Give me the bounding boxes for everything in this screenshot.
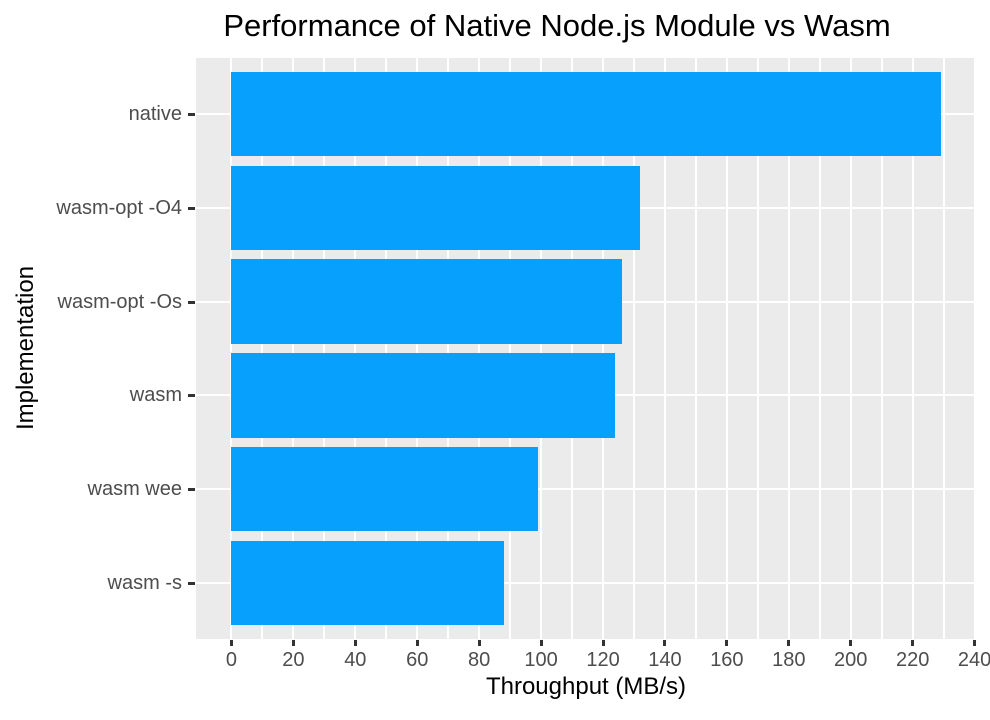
x-minor-gridline bbox=[323, 58, 326, 639]
x-minor-gridline bbox=[571, 58, 574, 639]
y-tick-label: native bbox=[128, 103, 182, 126]
x-minor-gridline bbox=[694, 58, 697, 639]
plot-panel bbox=[196, 58, 976, 639]
y-tick-label: wasm -s bbox=[107, 571, 182, 594]
y-tick-mark bbox=[188, 206, 195, 210]
x-minor-gridline bbox=[942, 58, 945, 639]
x-major-gridline bbox=[849, 58, 852, 639]
x-tick-label: 80 bbox=[468, 649, 491, 671]
x-minor-gridline bbox=[756, 58, 759, 639]
x-tick-mark bbox=[353, 640, 357, 646]
x-tick-label: 160 bbox=[710, 649, 744, 671]
x-major-gridline bbox=[787, 58, 790, 639]
y-tick-label: wasm bbox=[129, 384, 182, 407]
y-tick-mark bbox=[188, 488, 195, 492]
bar-native bbox=[231, 72, 941, 157]
bar-wasm-opt-os bbox=[231, 259, 622, 344]
x-minor-gridline bbox=[632, 58, 635, 639]
x-tick-mark bbox=[973, 640, 977, 646]
x-major-gridline bbox=[540, 58, 543, 639]
x-major-gridline bbox=[725, 58, 728, 639]
bar-wasm-s bbox=[231, 540, 504, 625]
x-tick-label: 120 bbox=[586, 649, 620, 671]
y-tick-mark bbox=[188, 113, 195, 117]
y-tick-mark bbox=[188, 581, 195, 585]
x-tick-mark bbox=[229, 640, 233, 646]
x-minor-gridline bbox=[509, 58, 512, 639]
x-minor-gridline bbox=[818, 58, 821, 639]
x-tick-label: 20 bbox=[282, 649, 305, 671]
x-minor-gridline bbox=[880, 58, 883, 639]
x-major-gridline bbox=[911, 58, 914, 639]
x-tick-mark bbox=[663, 640, 667, 646]
x-tick-mark bbox=[725, 640, 729, 646]
x-major-gridline bbox=[602, 58, 605, 639]
chart-title: Performance of Native Node.js Module vs … bbox=[223, 8, 891, 43]
x-tick-label: 180 bbox=[772, 649, 806, 671]
x-tick-mark bbox=[849, 640, 853, 646]
x-tick-label: 140 bbox=[648, 649, 682, 671]
x-major-gridline bbox=[416, 58, 419, 639]
x-tick-label: 40 bbox=[344, 649, 367, 671]
x-minor-gridline bbox=[447, 58, 450, 639]
x-major-gridline bbox=[354, 58, 357, 639]
x-major-gridline bbox=[292, 58, 295, 639]
x-tick-label: 200 bbox=[834, 649, 868, 671]
x-minor-gridline bbox=[261, 58, 264, 639]
x-major-gridline bbox=[478, 58, 481, 639]
x-tick-mark bbox=[477, 640, 481, 646]
x-tick-label: 220 bbox=[895, 649, 930, 671]
y-major-gridline bbox=[196, 581, 976, 584]
x-tick-mark bbox=[415, 640, 419, 646]
bar-wasm bbox=[231, 353, 616, 438]
y-tick-label: wasm-opt -O4 bbox=[56, 196, 182, 219]
x-tick-mark bbox=[911, 640, 915, 646]
x-minor-gridline bbox=[385, 58, 388, 639]
x-major-gridline bbox=[973, 58, 976, 639]
bar-wasm-wee bbox=[231, 446, 538, 532]
x-major-gridline bbox=[663, 58, 666, 639]
x-tick-mark bbox=[539, 640, 543, 646]
y-tick-label: wasm wee bbox=[87, 478, 182, 501]
x-tick-mark bbox=[787, 640, 791, 646]
y-tick-mark bbox=[188, 300, 195, 304]
x-tick-mark bbox=[291, 640, 295, 646]
x-tick-mark bbox=[601, 640, 605, 646]
y-tick-label: wasm-opt -Os bbox=[57, 290, 182, 313]
bar-wasm-opt-o4 bbox=[231, 165, 641, 251]
x-tick-label: 100 bbox=[524, 649, 558, 671]
x-major-gridline bbox=[230, 58, 233, 639]
x-axis-title: Throughput (MB/s) bbox=[485, 673, 687, 700]
y-tick-mark bbox=[188, 394, 195, 398]
y-major-gridline bbox=[196, 488, 976, 491]
x-tick-label: 240 bbox=[957, 649, 990, 671]
x-tick-label: 60 bbox=[406, 649, 429, 671]
x-tick-label: 0 bbox=[225, 649, 238, 671]
